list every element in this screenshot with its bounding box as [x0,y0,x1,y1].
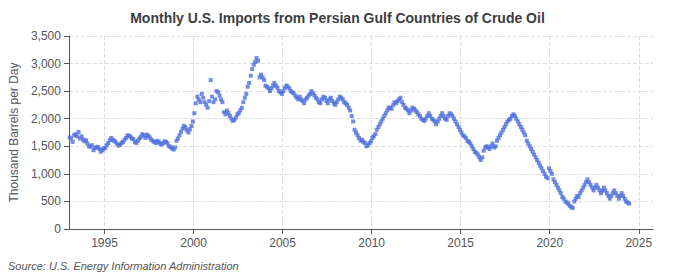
svg-text:Monthly U.S. Imports from Pers: Monthly U.S. Imports from Persian Gulf C… [130,10,545,26]
svg-text:3,000: 3,000 [31,57,61,71]
svg-text:2,000: 2,000 [31,112,61,126]
svg-text:1,000: 1,000 [31,167,61,181]
svg-text:2005: 2005 [269,236,296,250]
svg-text:2015: 2015 [447,236,474,250]
svg-text:Source: U.S. Energy Informatio: Source: U.S. Energy Information Administ… [8,260,239,272]
svg-text:500: 500 [41,194,61,208]
svg-text:2,500: 2,500 [31,84,61,98]
svg-text:2010: 2010 [358,236,385,250]
svg-text:2025: 2025 [625,236,652,250]
svg-text:Thousand Barrels per Day: Thousand Barrels per Day [7,62,21,202]
svg-text:0: 0 [54,222,61,236]
svg-text:2000: 2000 [180,236,207,250]
svg-text:1,500: 1,500 [31,139,61,153]
svg-text:1995: 1995 [91,236,118,250]
svg-text:3,500: 3,500 [31,29,61,43]
svg-text:2020: 2020 [536,236,563,250]
